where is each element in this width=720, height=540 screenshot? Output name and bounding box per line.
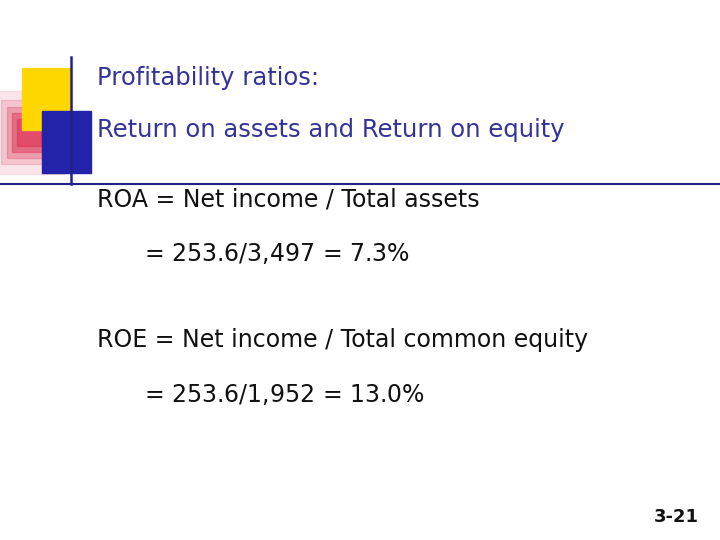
Bar [42, 111, 91, 173]
Text: ROE = Net income / Total common equity: ROE = Net income / Total common equity [97, 328, 588, 352]
Text: = $253.6 / $3,497 = 7.3%: = $253.6 / $3,497 = 7.3% [144, 241, 410, 266]
Bar [0, 91, 65, 174]
Bar [17, 118, 41, 146]
Text: = $253.6 / $1,952 = 13.0%: = $253.6 / $1,952 = 13.0% [144, 382, 425, 407]
Bar [7, 107, 50, 158]
Text: Profitability ratios:: Profitability ratios: [97, 66, 320, 90]
Bar [22, 68, 71, 130]
Text: Return on assets and Return on equity: Return on assets and Return on equity [97, 118, 564, 141]
Bar [12, 113, 45, 152]
Text: ROA = Net income / Total assets: ROA = Net income / Total assets [97, 188, 480, 212]
Bar [1, 100, 56, 164]
Text: 3-21: 3-21 [654, 509, 698, 526]
